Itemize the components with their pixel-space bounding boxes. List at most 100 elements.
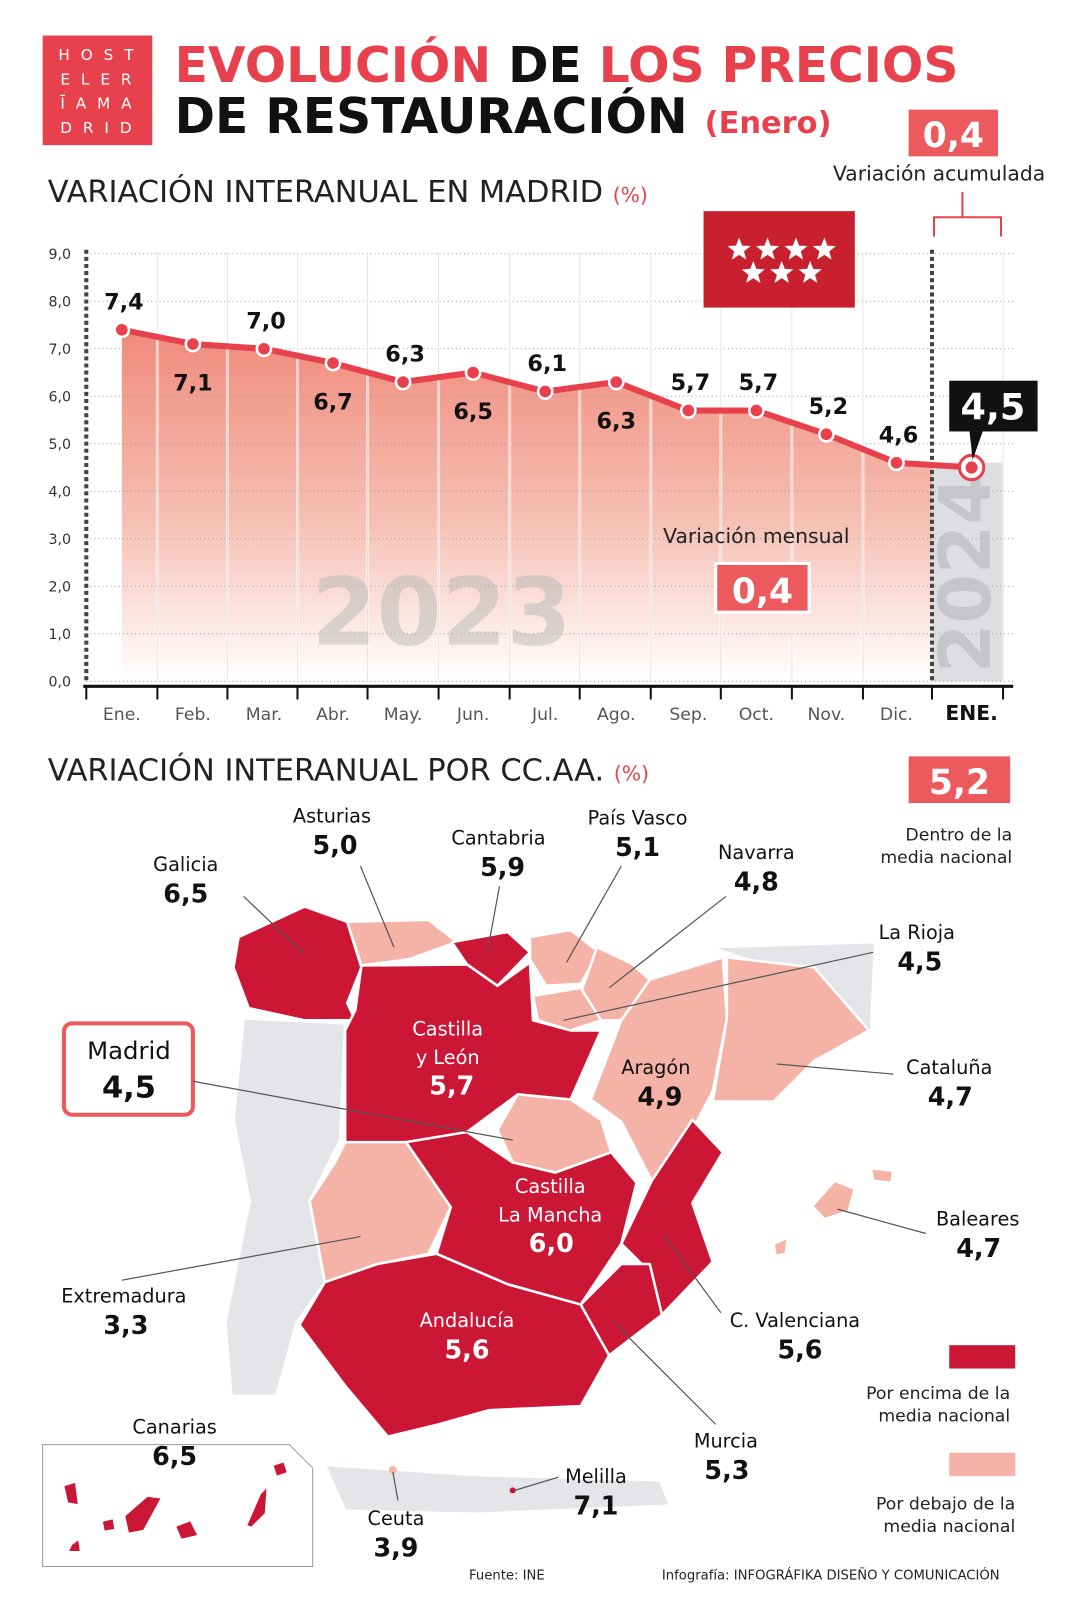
cumulative-box [908,109,998,157]
region-name-label: Galicia [153,853,218,876]
cumulative-bracket [933,191,1003,237]
data-point [536,383,554,400]
data-label: 6,3 [385,342,425,368]
region-value-label: 3,3 [103,1310,148,1340]
region-canarias [173,1518,201,1542]
portugal [224,1017,347,1398]
region-value-label: 7,1 [573,1491,618,1521]
x-tick-label: Sep. [669,705,707,725]
data-label: 6,7 [313,390,353,416]
region-name-label: Ceuta [368,1507,425,1530]
watermark-2024: 2024 [924,475,1007,673]
region-name-label: Andalucía [420,1309,515,1332]
star-icon [812,237,836,260]
leader-line [664,1236,722,1314]
leader-line [514,1476,559,1491]
leader-line [192,1080,513,1141]
data-label: 6,5 [453,399,493,425]
y-tick-label: 8,0 [48,294,71,310]
x-tick-label: Dic. [880,705,913,725]
star-icon [770,260,794,283]
regions-title: VARIACIÓN INTERANUAL POR CC.AA. (%) [48,752,649,789]
data-label: 6,1 [527,351,567,377]
region-canarias [244,1484,270,1530]
region-value-label: 4,8 [734,866,779,896]
legend-above-swatch [949,1345,1016,1369]
region-value-label: 5,6 [778,1334,823,1364]
region-name-label: Baleares [936,1207,1019,1230]
legend-below-label: Por debajo de la [876,1495,1015,1515]
region-name-label: País Vasco [588,806,688,829]
region-baleares [869,1167,895,1185]
x-tick-label: Feb. [175,705,211,725]
region-name-label: Asturias [293,804,371,827]
region-canarias [270,1459,290,1479]
region-value-label: 4,5 [897,947,942,977]
region-castilla-la-mancha [404,1130,638,1306]
leader-line [608,895,727,989]
x-tick-label: Jun. [456,705,489,725]
national-average-value: 5,2 [929,763,990,803]
y-tick-label: 6,0 [48,389,71,405]
y-tick-label: 7,0 [48,342,71,358]
logo-line: E L E R [60,70,134,88]
region-name-label: Cantabria [451,827,545,850]
hostelería-madrid-logo: H O S T E L E R Ī A M A D R I D [42,35,153,146]
data-point [747,402,765,419]
region-cataluña [711,956,871,1103]
region-name-label: Extremadura [61,1285,186,1308]
region-value-label: 6,5 [163,879,208,909]
page-title-line-2: DE RESTAURACIÓN (Enero) [175,88,832,145]
madrid-line-chart: 0,0 1,0 2,0 3,0 4,0 5,0 6,0 7,0 8,0 9,0 2023 2024 En… [48,247,1014,725]
y-tick-label: 0,0 [48,674,71,690]
region-canarias [61,1479,81,1507]
region-name-label: Castilla [515,1175,586,1198]
region-value-label: 6,0 [529,1228,574,1258]
region-value-label: 5,0 [313,830,358,860]
region-baleares [772,1236,790,1258]
leader-line [613,1322,717,1425]
data-label: 7,0 [246,308,286,334]
legend-above-label: media nacional [878,1406,1010,1426]
region-cantabria [450,930,532,988]
legend-below-swatch [949,1452,1016,1477]
region-name-label: y León [416,1046,480,1069]
region-name-label: Castilla [412,1018,483,1041]
leader-line [565,865,622,963]
cumulative-value: 0,4 [923,116,984,156]
comunidad-de-madrid-flag-icon [703,211,855,308]
region-la-rioja [531,986,603,1032]
y-tick-label: 2,0 [48,579,71,595]
y-tick-label: 1,0 [48,627,71,643]
region-name-label: Canarias [132,1416,216,1439]
region-name-label: La Rioja [879,921,955,944]
region-name-label: C. Valenciana [730,1309,860,1332]
star-icon [755,237,780,260]
y-tick-label: 4,0 [48,484,71,500]
leader-line [837,1208,927,1235]
data-label: 6,3 [596,409,636,435]
data-label: 5,7 [671,370,711,396]
region-ceuta [388,1465,397,1475]
region-value-label: 4,7 [928,1082,973,1112]
data-point [184,335,202,353]
credit-note: Infografía: INFOGRÁFIKA DISEÑO Y COMUNIC… [662,1566,1000,1584]
leader-line [563,951,874,1021]
region-value-label: 3,9 [373,1532,418,1562]
data-point [394,373,412,391]
y-tick-label: 5,0 [48,437,71,453]
region-canarias [65,1536,83,1554]
data-label: 7,4 [104,289,144,315]
data-point [113,321,131,339]
data-point [607,373,625,391]
x-tick-label: Mar. [246,705,282,725]
watermark-2023: 2023 [312,559,572,668]
current-value-box [949,380,1038,432]
page-title-line-1: EVOLUCIÓN DE LOS PRECIOS [175,37,959,94]
x-tick-label: Abr. [316,705,350,725]
current-value-pointer [969,431,983,460]
legend-below-label: media nacional [883,1517,1015,1537]
region-melilla [509,1487,516,1494]
